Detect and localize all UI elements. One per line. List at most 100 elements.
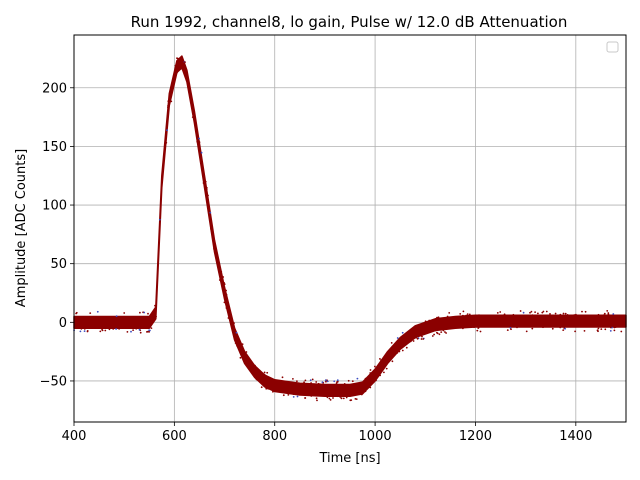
y-tick-label: −50 bbox=[40, 374, 67, 389]
data-point bbox=[531, 327, 534, 330]
data-point bbox=[375, 379, 377, 382]
data-point bbox=[198, 137, 201, 140]
data-point bbox=[542, 310, 545, 313]
data-point bbox=[477, 326, 480, 329]
data-point bbox=[499, 311, 502, 313]
data-point bbox=[412, 340, 415, 342]
data-point bbox=[296, 395, 299, 398]
data-point bbox=[316, 399, 318, 402]
data-point bbox=[339, 396, 342, 398]
data-point bbox=[584, 310, 587, 313]
data-point bbox=[310, 382, 312, 384]
data-point bbox=[132, 329, 135, 331]
data-point bbox=[575, 313, 577, 316]
data-point bbox=[380, 359, 382, 362]
data-point bbox=[503, 313, 506, 316]
data-point bbox=[562, 312, 565, 315]
data-point bbox=[434, 329, 437, 332]
data-point bbox=[260, 386, 263, 389]
x-axis-ticks: 400 600 800 1000 1200 1400 bbox=[62, 422, 592, 444]
data-point bbox=[138, 328, 141, 331]
data-point bbox=[222, 276, 225, 278]
data-point bbox=[83, 328, 86, 330]
data-point bbox=[607, 312, 610, 314]
data-point bbox=[118, 328, 120, 330]
data-point bbox=[506, 329, 509, 331]
data-point bbox=[310, 395, 313, 397]
data-point bbox=[510, 328, 512, 331]
data-point bbox=[597, 327, 600, 330]
data-point bbox=[210, 228, 212, 230]
data-point bbox=[391, 360, 394, 363]
data-point bbox=[292, 393, 295, 395]
data-point bbox=[442, 329, 445, 332]
data-point bbox=[263, 373, 266, 376]
legend-box[interactable] bbox=[606, 41, 619, 53]
data-point bbox=[444, 331, 446, 333]
data-point bbox=[347, 379, 350, 382]
data-point bbox=[79, 330, 82, 333]
data-point bbox=[292, 378, 294, 380]
data-point bbox=[559, 326, 562, 329]
data-point bbox=[325, 380, 327, 383]
data-point bbox=[564, 312, 567, 315]
data-point bbox=[530, 310, 533, 313]
data-point bbox=[267, 387, 269, 390]
data-point bbox=[328, 397, 331, 400]
data-point bbox=[519, 310, 522, 312]
data-point bbox=[369, 369, 372, 371]
data-point bbox=[143, 311, 146, 314]
data-point bbox=[202, 182, 205, 184]
data-point bbox=[303, 381, 305, 384]
data-point bbox=[112, 328, 115, 330]
data-point bbox=[123, 312, 126, 314]
data-point bbox=[446, 315, 449, 318]
data-point bbox=[235, 331, 238, 334]
data-point bbox=[225, 289, 228, 292]
data-point bbox=[355, 398, 358, 400]
data-point bbox=[369, 386, 372, 389]
data-point bbox=[466, 313, 469, 315]
data-point bbox=[356, 377, 359, 380]
data-point bbox=[115, 315, 118, 317]
data-point bbox=[304, 397, 306, 399]
data-point bbox=[139, 331, 142, 334]
data-point bbox=[390, 342, 393, 344]
data-point bbox=[405, 346, 408, 349]
y-tick-label: 200 bbox=[42, 81, 67, 96]
data-point bbox=[383, 371, 385, 374]
data-point bbox=[583, 330, 586, 332]
y-tick-label: 50 bbox=[50, 257, 67, 272]
y-tick-label: 150 bbox=[42, 140, 67, 155]
data-point bbox=[559, 313, 562, 316]
data-point bbox=[204, 180, 207, 183]
data-point bbox=[108, 328, 111, 331]
data-point bbox=[509, 326, 512, 329]
data-point bbox=[315, 381, 318, 383]
data-point bbox=[478, 314, 480, 316]
data-point bbox=[115, 328, 117, 330]
data-point bbox=[398, 350, 401, 353]
data-point bbox=[176, 57, 178, 60]
data-point bbox=[462, 314, 464, 317]
data-point bbox=[80, 327, 83, 330]
data-point bbox=[602, 314, 605, 316]
data-point bbox=[254, 364, 256, 367]
data-point bbox=[263, 371, 266, 374]
data-point bbox=[191, 116, 194, 118]
data-point bbox=[573, 314, 576, 316]
data-point bbox=[96, 310, 99, 313]
x-tick-label: 800 bbox=[262, 429, 287, 444]
y-axis-ticks: −50 0 50 100 150 200 bbox=[40, 81, 74, 389]
data-point bbox=[620, 330, 623, 333]
data-point bbox=[476, 329, 479, 332]
data-point bbox=[531, 314, 534, 317]
data-point bbox=[566, 314, 569, 316]
data-point bbox=[516, 326, 518, 329]
data-point bbox=[149, 329, 151, 332]
data-point bbox=[126, 331, 129, 333]
x-tick-label: 1200 bbox=[459, 429, 492, 444]
data-point bbox=[562, 329, 565, 331]
x-tick-label: 600 bbox=[162, 429, 187, 444]
data-point bbox=[438, 333, 441, 336]
